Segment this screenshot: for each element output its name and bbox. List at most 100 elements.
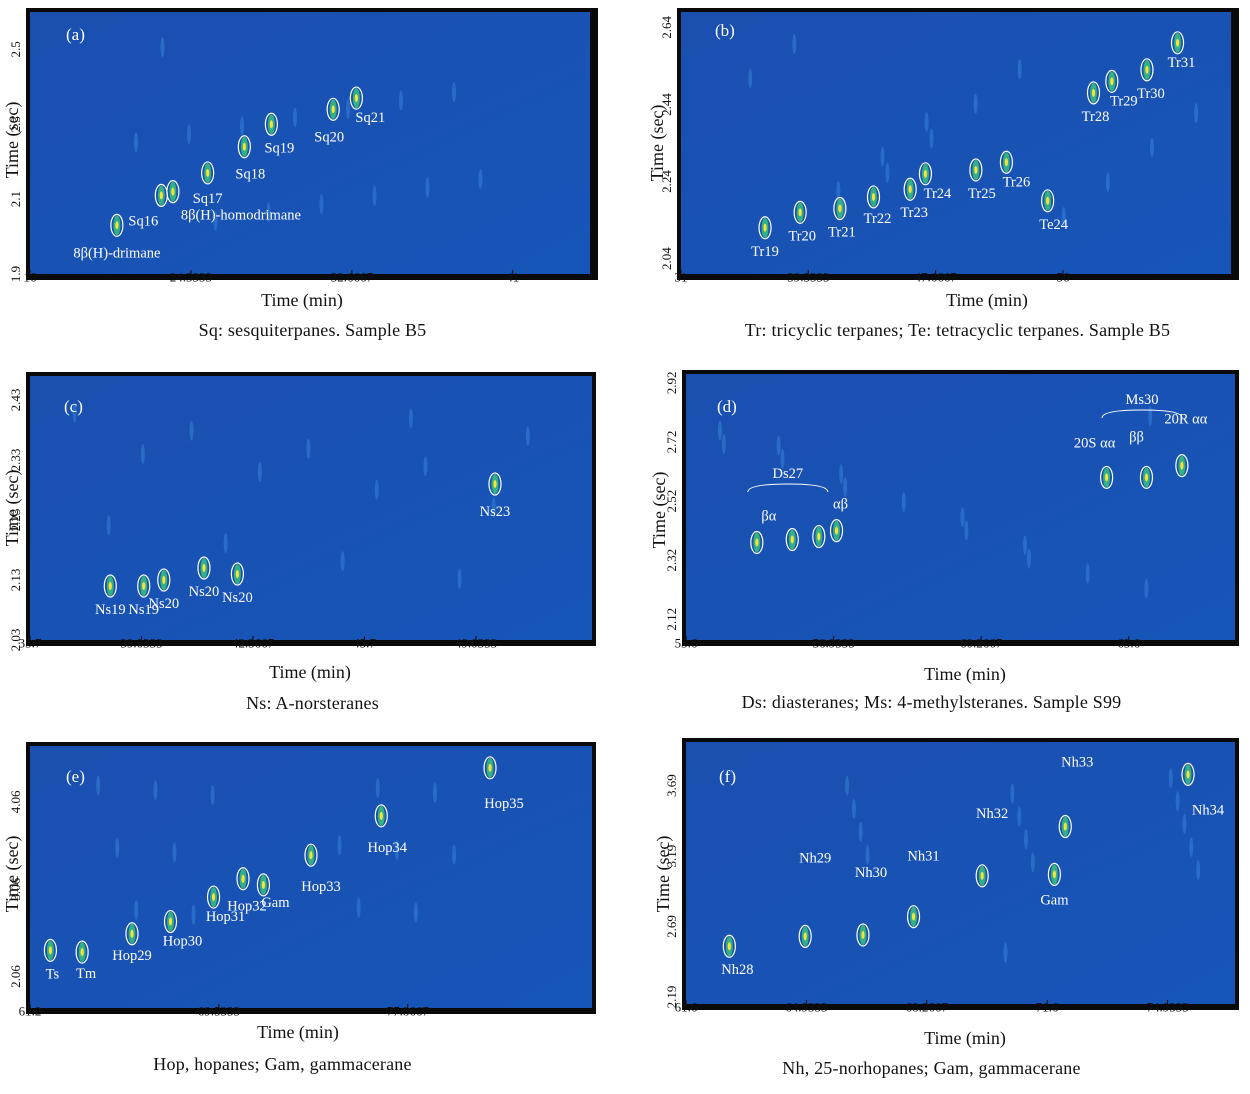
peak-label: Hop33 [301, 879, 340, 895]
peak-label: Tr26 [1003, 174, 1031, 190]
peak-core [1144, 473, 1149, 482]
peak-layer: Nh28 Nh29 Nh30 Nh31 Nh32 Gam Nh33 Nh34 [721, 755, 1225, 979]
peak-core [80, 948, 84, 957]
x-tick-label: 39.0333 [120, 636, 162, 651]
x-axis-label: Time (min) [257, 1022, 339, 1043]
peak-core [354, 94, 358, 103]
peak-label: Tr19 [751, 244, 779, 260]
background-streak [748, 68, 753, 89]
x-tick-label: 41 [506, 270, 519, 285]
peak-label: Hop34 [368, 840, 408, 856]
peak-label: Ns19 [95, 602, 126, 618]
background-streak [191, 904, 196, 925]
background-streak [115, 837, 120, 858]
y-axis-label: Time (sec) [2, 836, 23, 913]
peak-circle [999, 150, 1014, 174]
tick-layer: 31 39.3333 47.6667 56 2.04 2.24 2.44 2.64 [659, 16, 1070, 285]
y-axis-label: Time (sec) [649, 472, 670, 549]
y-axis-label: Time (sec) [653, 836, 674, 913]
background-streak [106, 515, 111, 536]
background-streak [1144, 578, 1149, 599]
peak-label: 20S αα [1074, 435, 1116, 451]
peak-core [331, 105, 335, 114]
streak-layer [845, 768, 1201, 963]
y-tick-label: 3.06 [8, 877, 23, 900]
peak-label: Tr29 [1110, 93, 1138, 109]
x-tick-label: 39.3333 [787, 270, 829, 285]
panel-caption: Ns: A-norsteranes [246, 693, 379, 713]
background-streak [929, 128, 934, 149]
peak-circle [1170, 31, 1185, 55]
peak-circle [1139, 465, 1154, 490]
peak-label: Nh29 [799, 850, 831, 866]
peak-core [763, 223, 767, 232]
x-tick-label: 31 [675, 270, 688, 285]
peak-core [162, 576, 166, 584]
x-tick-label: 16 [24, 270, 38, 285]
peak-circle [969, 158, 983, 182]
background-streak [865, 844, 870, 865]
peak-layer: βα αβ 20S αα ββ 20R αα Ds27 Ms30 [747, 392, 1208, 555]
peak-core [142, 582, 146, 590]
background-streak [257, 461, 262, 482]
background-streak [240, 115, 244, 136]
background-streak [1196, 859, 1201, 880]
panel-letter: (d) [717, 397, 737, 416]
peak-circle [157, 568, 171, 592]
background-streak [1168, 768, 1173, 789]
peak-circle [906, 905, 921, 929]
x-tick-label: 74.9333 [1146, 1000, 1188, 1015]
peak-label: Ns20 [148, 596, 179, 612]
peak-circle [758, 216, 772, 240]
streak-layer [134, 37, 483, 231]
x-tick-label: 42.3667 [232, 636, 275, 651]
panel-b-chart: Tr19 Tr20 Tr21 Tr22 Tr23 Tr24 Tr25 Tr26 Te24 Tr28… [647, 8, 1239, 311]
peak-circle [722, 934, 736, 958]
background-streak [423, 456, 428, 477]
background-streak [319, 194, 324, 215]
y-tick-label: 2.69 [664, 915, 679, 938]
background-streak [413, 902, 418, 923]
peak-circle [1175, 454, 1189, 478]
background-streak [337, 835, 342, 856]
background-streak [839, 463, 844, 484]
peak-core [1091, 88, 1096, 97]
peak-circle [237, 135, 251, 159]
background-streak [845, 775, 850, 796]
background-streak [880, 146, 885, 167]
background-streak [134, 132, 138, 153]
panel-e: Ts Tm Hop29 Hop30 Hop31 Hop32 Gam Hop33 Hop34 Hop… [0, 734, 625, 1094]
background-streak [851, 798, 856, 819]
background-streak [452, 844, 457, 865]
peak-core [1004, 158, 1009, 167]
background-streak [1017, 59, 1022, 80]
panel-letter: (a) [66, 25, 85, 44]
background-streak [1010, 783, 1015, 804]
background-streak [375, 777, 380, 798]
peak-label: Tr22 [864, 211, 892, 227]
y-tick-label: 2.13 [8, 569, 23, 592]
peak-label: Tr30 [1137, 86, 1165, 102]
background-streak [96, 775, 101, 796]
x-axis-label: Time (min) [269, 662, 351, 683]
peak-core [838, 204, 842, 213]
group-bracket [747, 483, 829, 493]
peak-core [108, 582, 112, 590]
peak-label: Nh30 [855, 865, 887, 881]
peak-core [1052, 870, 1057, 879]
plot-area [30, 12, 590, 274]
peak-core [834, 526, 839, 535]
panel-caption: Ds: diasteranes; Ms: 4-methylsteranes. S… [741, 692, 1122, 712]
background-streak [1175, 791, 1180, 812]
peak-core [493, 480, 497, 488]
panel-a: 8β(H)-drimane Sq16 8β(H)-homodrimane Sq17 Sq… [0, 0, 625, 360]
plot-area [30, 746, 592, 1008]
panel-caption: Tr: tricyclic terpanes; Te: tetracyclic … [744, 320, 1171, 340]
peak-core [908, 185, 912, 194]
peak-label: Ns19 [128, 602, 159, 618]
y-tick-label: 3.69 [664, 774, 679, 797]
peak-label: Tr24 [924, 186, 952, 202]
peak-core [309, 851, 313, 860]
peak-core [1145, 65, 1149, 74]
